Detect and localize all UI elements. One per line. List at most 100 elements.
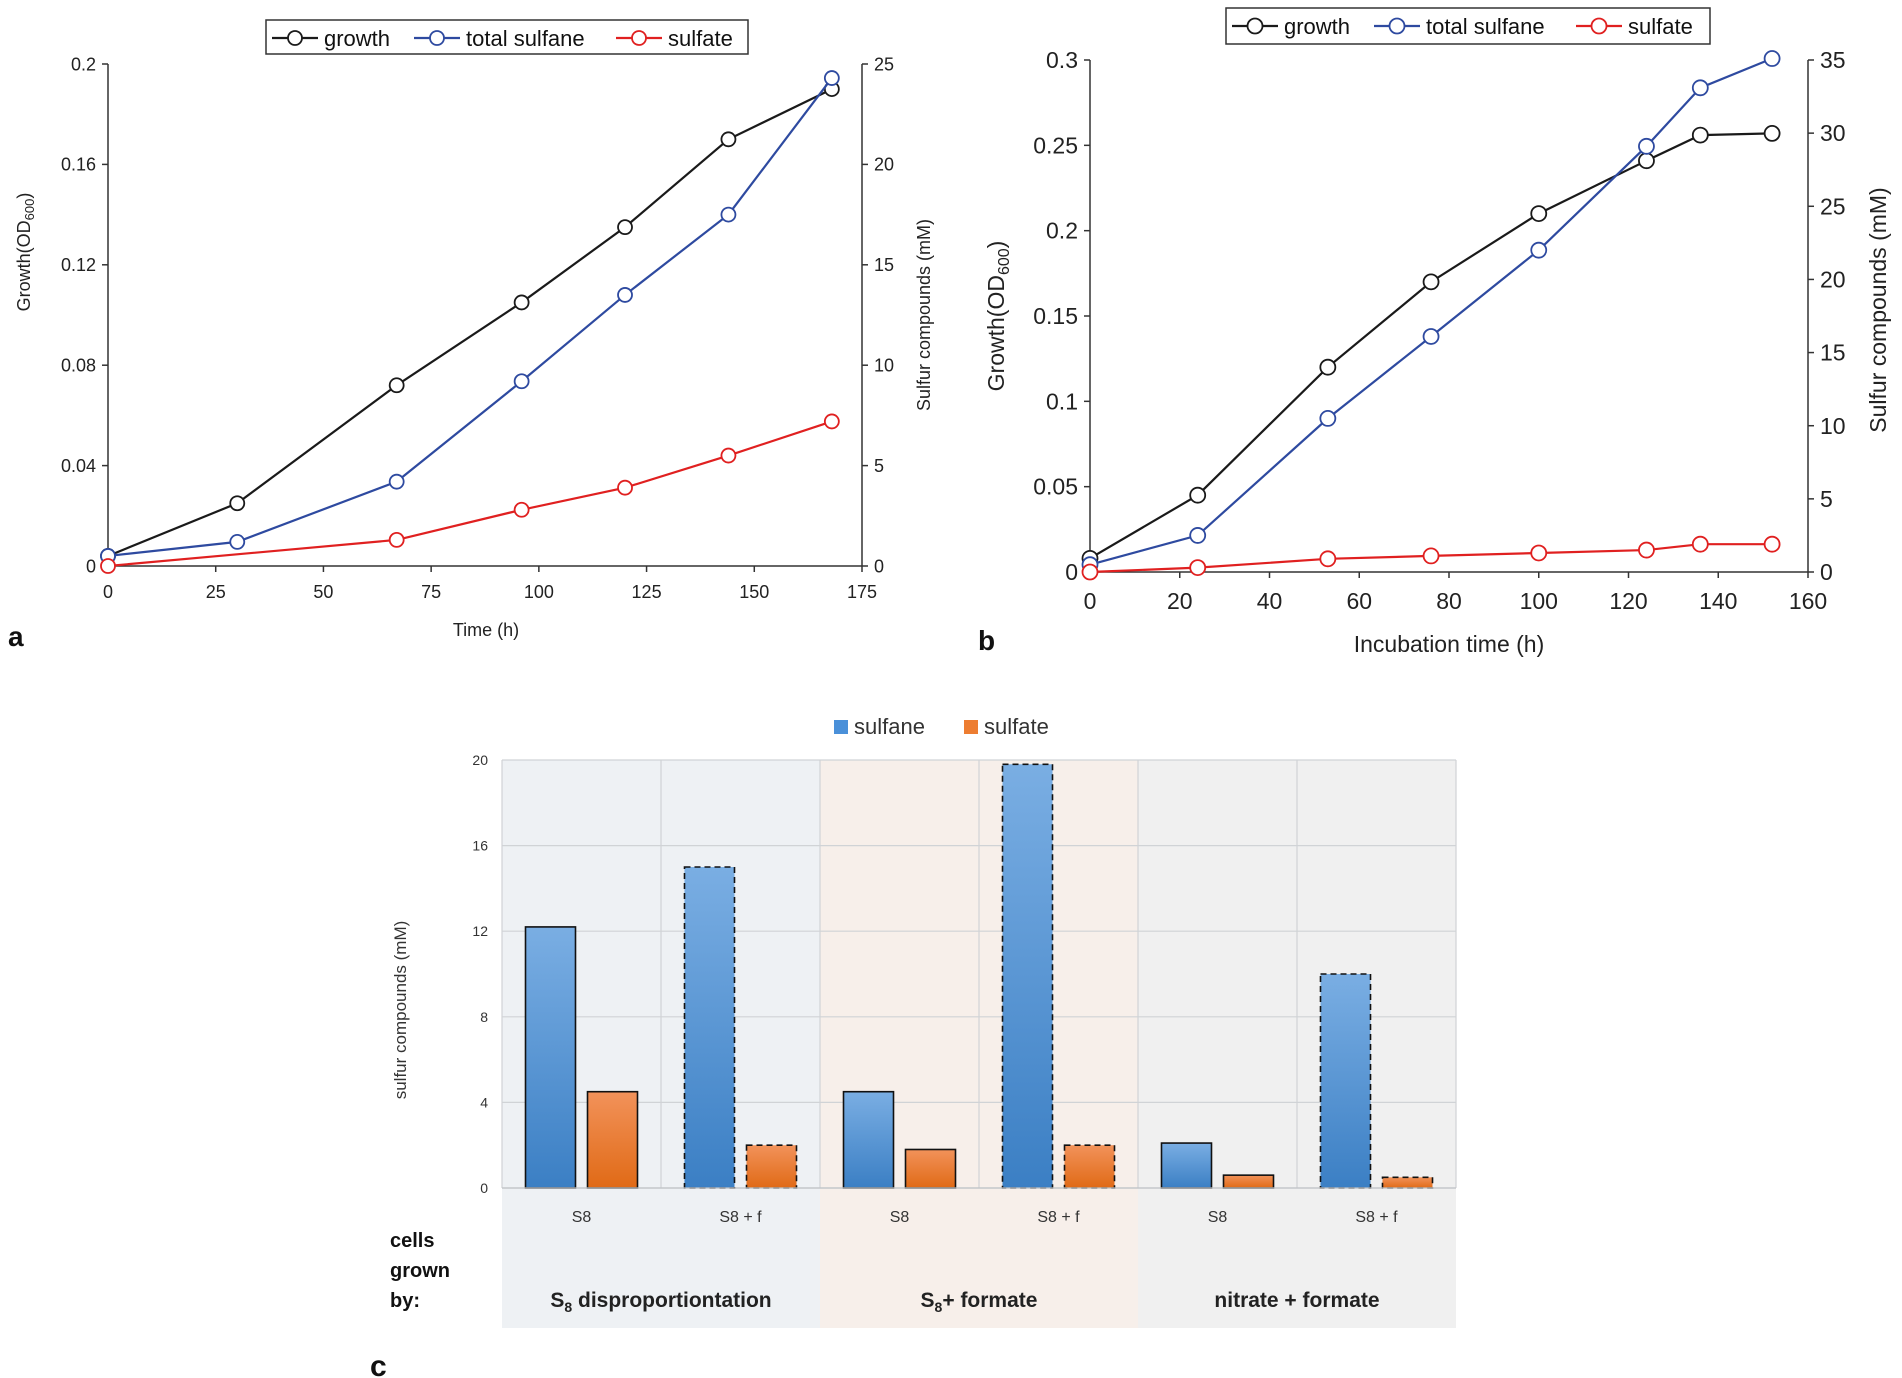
right-tick-label: 25: [874, 54, 894, 74]
data-point-sulfate: [1530, 544, 1548, 562]
legend-label: growth: [1284, 14, 1350, 39]
panel-c-bars: [502, 763, 1456, 1189]
data-point-growth: [513, 294, 530, 311]
panel-a-right-ticks: 0 5 10 15 20 25: [862, 54, 894, 576]
bar-sulfane: [524, 926, 577, 1189]
panel-a: 0 0.04 0.08 0.12 0.16 0.2 0 5 10 15 20 25 0 25 50 75 1…: [8, 19, 934, 652]
y-tick-label: 0: [480, 1180, 488, 1196]
category-label: S8 + f: [1037, 1209, 1080, 1226]
legend-swatch-marker: [1246, 17, 1264, 35]
category-label: S8 + f: [719, 1209, 762, 1226]
panel-a-x-ticks: 0 25 50 75 100 125 150 175: [103, 566, 877, 602]
panel-c-label: c: [370, 1350, 387, 1378]
bar-sulfane: [1319, 973, 1372, 1189]
data-point-total-sulfane: [1319, 409, 1337, 427]
legend-swatch-marker: [287, 30, 303, 46]
category-label: S8: [890, 1209, 910, 1226]
left-tick-label: 0.04: [61, 456, 96, 476]
legend-label: total sulfane: [1426, 14, 1545, 39]
data-point-total-sulfane: [1763, 50, 1781, 67]
x-tick-label: 100: [1520, 588, 1558, 614]
data-point-sulfate: [823, 413, 840, 430]
group-label: nitrate + formate: [1214, 1289, 1379, 1312]
panel-a-legend-items: growth total sulfane sulfate: [272, 26, 733, 51]
panel-a-left-ticks: 0 0.04 0.08 0.12 0.16 0.2: [61, 54, 108, 576]
y-tick-label: 4: [480, 1094, 488, 1110]
left-tick-label: 0.12: [61, 255, 96, 275]
data-point-growth: [1691, 126, 1709, 144]
row-label-line-1: cells: [390, 1230, 434, 1252]
bar-sulfate: [1222, 1174, 1275, 1189]
legend-label: sulfate: [668, 26, 733, 51]
x-tick-label: 125: [632, 582, 662, 602]
right-tick-label: 35: [1820, 47, 1846, 73]
y-tick-label: 8: [480, 1009, 488, 1025]
legend-swatch: [964, 720, 978, 734]
legend-label: sulfane: [854, 714, 925, 739]
x-tick-label: 60: [1346, 588, 1372, 614]
panel-a-right-y-label: Sulfur compounds (mM): [914, 219, 934, 411]
panel-c-legend: sulfane sulfate: [834, 714, 1049, 739]
data-point-sulfate: [1638, 541, 1655, 559]
x-tick-label: 175: [847, 582, 877, 602]
panel-c: 0 4 8 12 16 20 S8 S8 + f S8 S8 + f S8 S8 + f S8 di…: [370, 714, 1457, 1378]
panel-b-x-ticks: 0 20 40 60 80 100 120 140 160: [1084, 572, 1827, 614]
series-total-sulfane: [100, 70, 840, 564]
data-point-total-sulfane: [1422, 328, 1440, 345]
data-point-sulfate: [1422, 547, 1440, 565]
y-tick-label: 20: [472, 752, 488, 768]
series-line-growth: [1089, 132, 1773, 560]
left-tick-label: 0.1: [1046, 388, 1078, 414]
x-tick-label: 120: [1609, 588, 1647, 614]
series-line-sulfate: [107, 420, 833, 568]
left-tick-label: 0.25: [1033, 132, 1078, 158]
panel-a-legend-box: [265, 19, 749, 55]
panel-a-legend: growth total sulfane sulfate: [265, 19, 749, 55]
data-point-total-sulfane: [1638, 137, 1655, 155]
left-tick-label: 0: [86, 556, 96, 576]
legend-label: sulfate: [984, 714, 1049, 739]
left-tick-label: 0.2: [1046, 218, 1078, 244]
x-tick-label: 25: [206, 582, 226, 602]
legend-item-sulfate: sulfate: [1576, 14, 1693, 39]
data-point-sulfate: [513, 501, 530, 518]
data-point-sulfate: [388, 531, 405, 548]
legend-item-sulfane: sulfane: [834, 714, 925, 739]
y-tick-label: 12: [472, 923, 488, 939]
data-point-growth: [617, 219, 633, 236]
row-label-line-3: by:: [390, 1290, 420, 1312]
data-point-total-sulfane: [513, 373, 530, 390]
bar-sulfane: [1001, 763, 1054, 1189]
panel-c-category-dividers: [501, 760, 1457, 1188]
x-tick-label: 160: [1789, 588, 1827, 614]
category-label: S8: [572, 1209, 592, 1226]
data-point-total-sulfane: [720, 206, 737, 223]
data-point-sulfate: [1081, 563, 1099, 581]
panel-b-right-y-label: Sulfur compounds (mM): [1865, 187, 1891, 432]
x-tick-label: 20: [1167, 588, 1193, 614]
bar-sulfane: [1160, 1142, 1213, 1189]
bar-sulfane: [683, 866, 736, 1189]
panel-a-label: a: [8, 621, 24, 652]
panel-a-left-y-label: Growth(OD600): [14, 193, 37, 312]
panel-a-series: [100, 70, 840, 574]
legend-swatch-marker: [429, 30, 445, 46]
x-tick-label: 140: [1699, 588, 1737, 614]
data-point-sulfate: [1763, 535, 1781, 553]
data-point-total-sulfane: [229, 534, 246, 550]
x-tick-label: 75: [421, 582, 441, 602]
series-total-sulfane: [1081, 50, 1781, 574]
panel-b-legend: growth total sulfane sulfate: [1225, 7, 1711, 45]
legend-swatch-marker: [631, 30, 647, 46]
data-point-total-sulfane: [1691, 79, 1709, 97]
legend-item-sulfate: sulfate: [964, 714, 1049, 739]
data-point-sulfate: [617, 479, 633, 496]
panel-b-left-y-label: Growth(OD600): [983, 241, 1013, 392]
right-tick-label: 15: [874, 255, 894, 275]
bar-sulfate: [1063, 1144, 1116, 1189]
x-tick-label: 0: [1084, 588, 1097, 614]
data-point-sulfate: [1189, 559, 1207, 577]
panel-c-row-label: cells grown by:: [390, 1230, 450, 1312]
data-point-growth: [1763, 124, 1781, 142]
